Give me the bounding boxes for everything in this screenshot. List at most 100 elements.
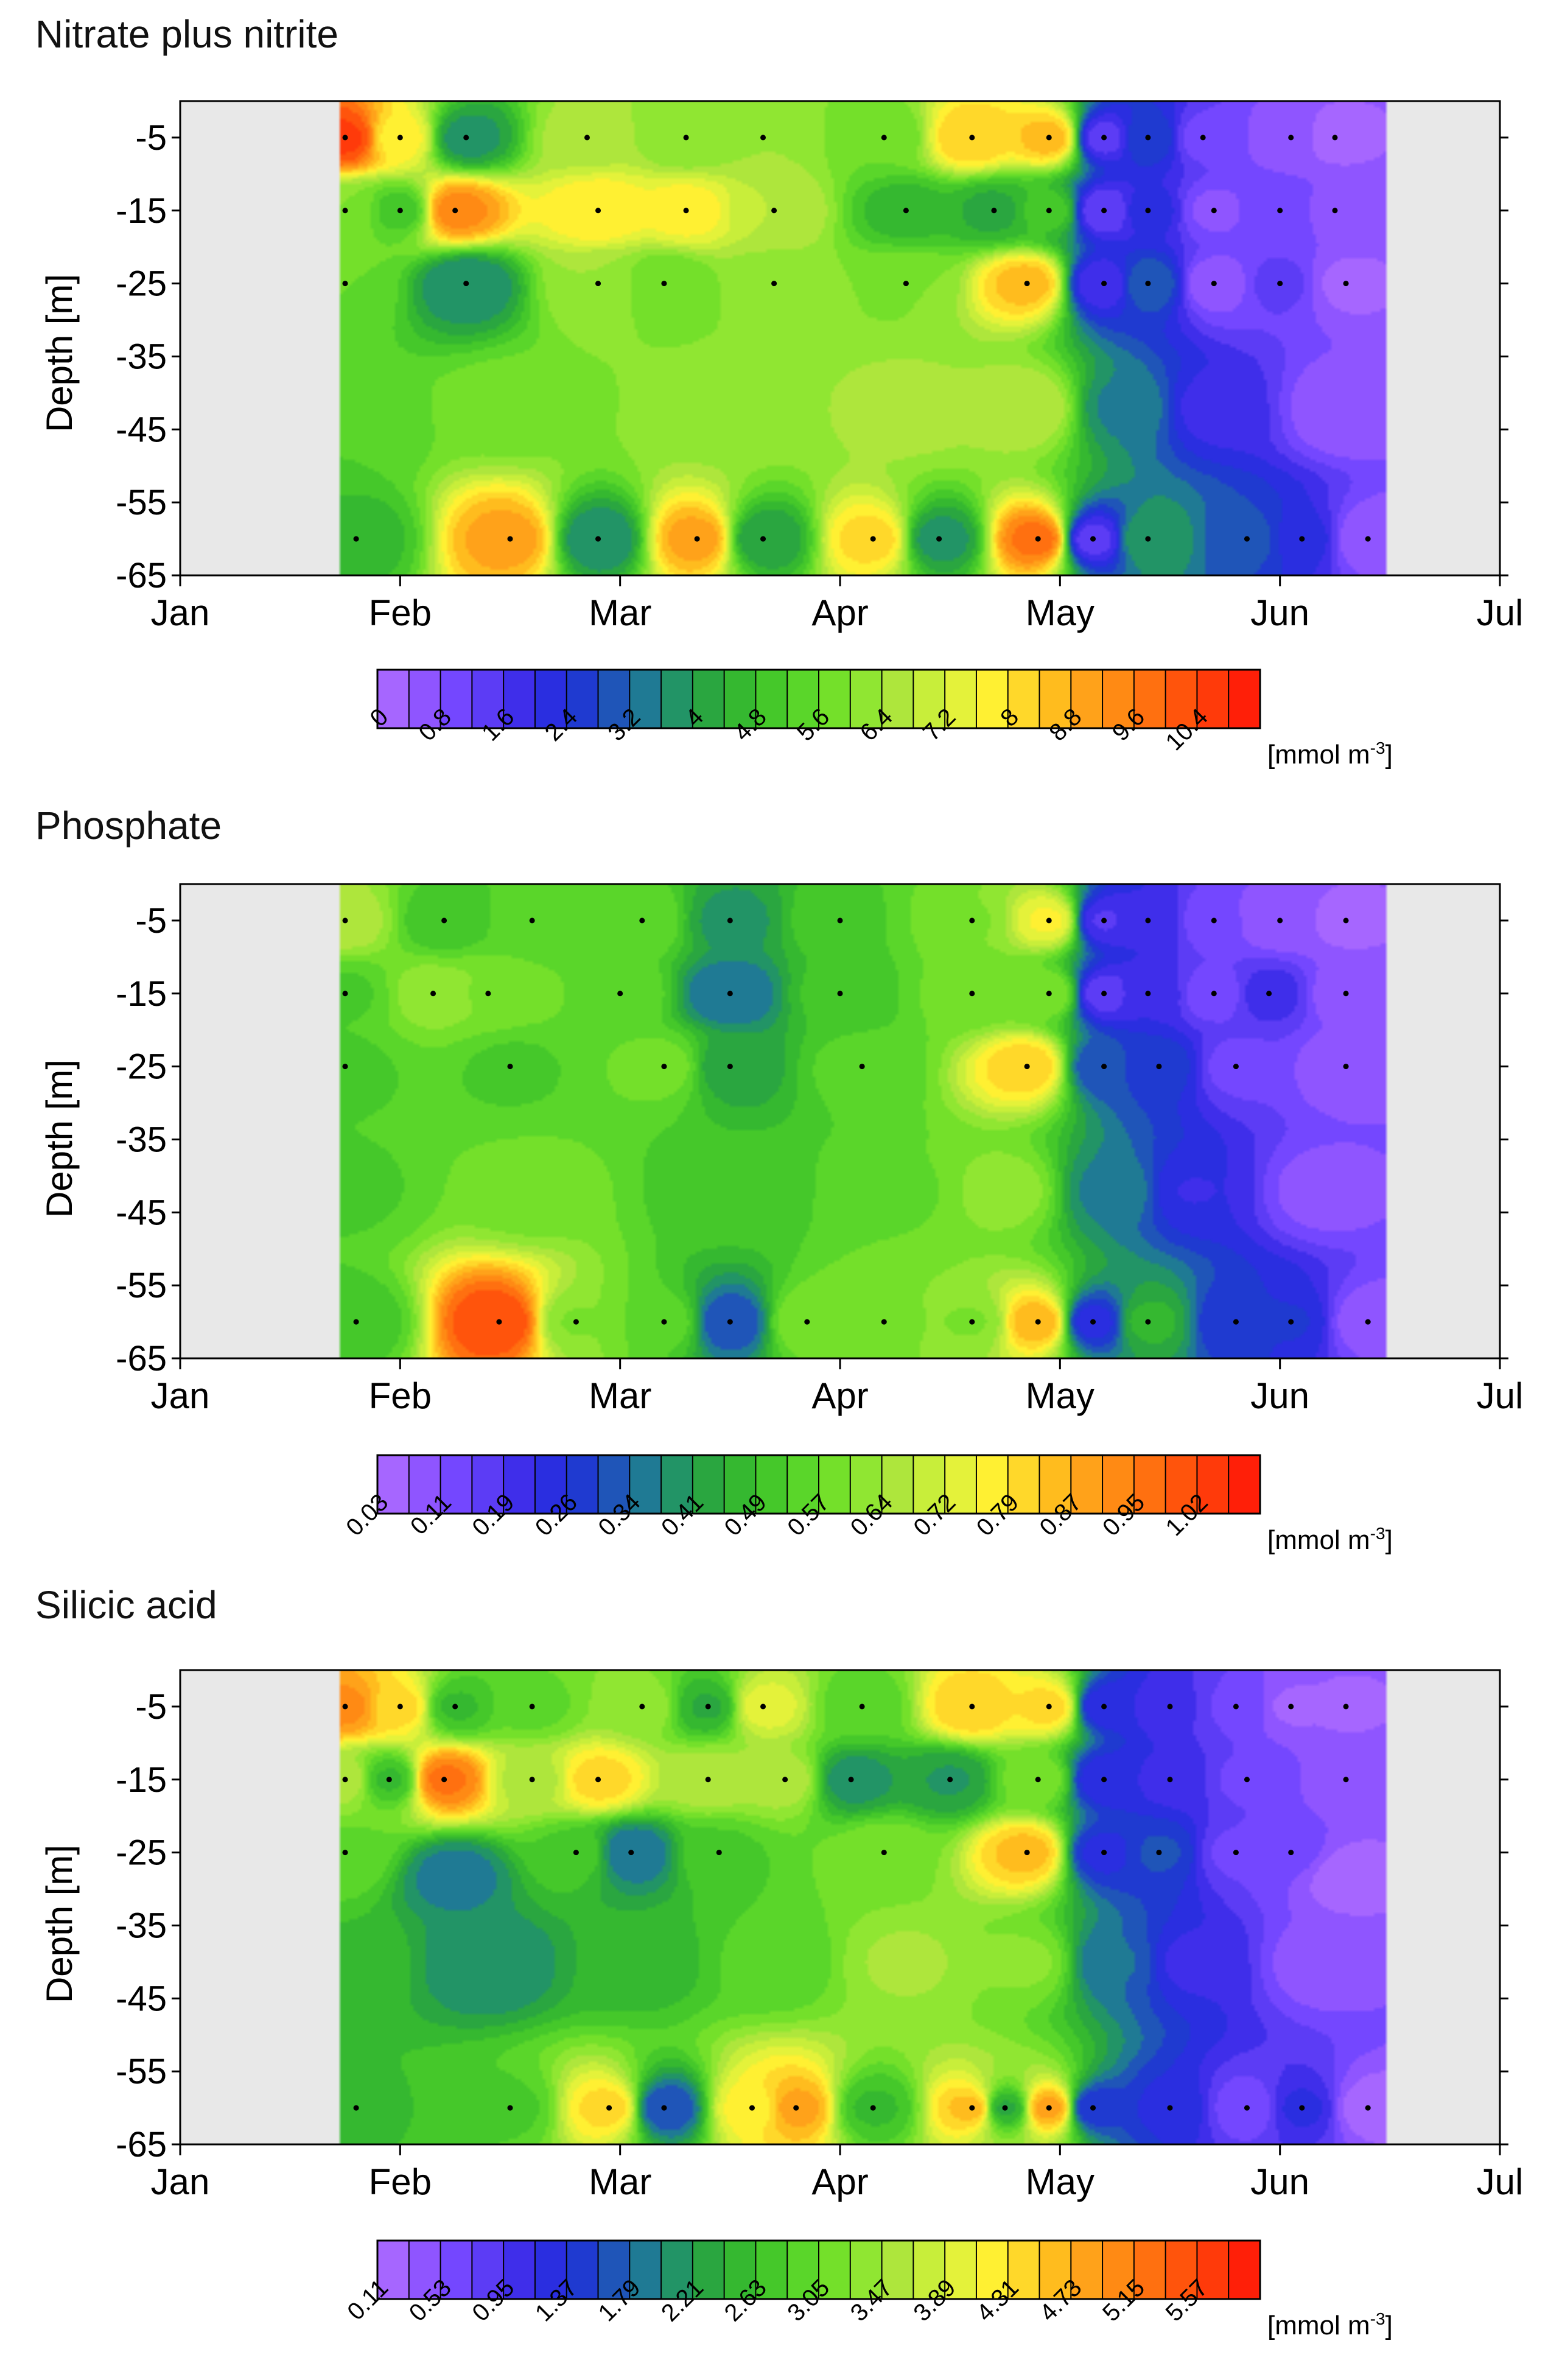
sample-point [969, 135, 975, 141]
sample-point [1035, 1777, 1041, 1783]
sample-point [595, 281, 601, 287]
colorbar-frame [376, 2239, 1261, 2300]
sample-point [1145, 918, 1151, 924]
sample-point [903, 208, 909, 214]
sample-point [1046, 918, 1052, 924]
sample-point [1211, 281, 1217, 287]
sample-point [1365, 2105, 1371, 2111]
colorbar-swatch [787, 1455, 819, 1514]
sample-point [1145, 281, 1151, 287]
sample-point [1156, 1850, 1162, 1856]
x-tick-label: Jun [1250, 1375, 1309, 1416]
colorbar-swatch [976, 1455, 1009, 1514]
sample-point [496, 1319, 502, 1325]
y-axis-label: Depth [m] [39, 1845, 80, 2003]
panel-title: Silicic acid [35, 1583, 217, 1627]
colorbar-swatch [1165, 2241, 1197, 2299]
sample-point [342, 1064, 348, 1070]
colorbar-swatch [408, 2241, 441, 2299]
sample-point [1101, 1850, 1107, 1856]
sample-point [1211, 208, 1217, 214]
sample-point [1233, 1704, 1239, 1710]
sample-point [485, 991, 491, 997]
sample-point [584, 135, 590, 141]
sample-point [1145, 991, 1151, 997]
plot-area [179, 1669, 1501, 2146]
sample-point [661, 1319, 667, 1325]
x-tick-label: Jul [1477, 592, 1524, 633]
colorbar-swatch [1165, 1455, 1197, 1514]
sample-point [1167, 1704, 1173, 1710]
colorbar-swatch [850, 2241, 883, 2299]
sample-point [441, 918, 447, 924]
sample-point [1024, 281, 1030, 287]
x-axis: Jan Feb Mar Apr May Jun Jul [151, 2144, 1523, 2202]
y-tick-label: -25 [116, 264, 167, 304]
colorbar-swatch [503, 1455, 536, 1514]
colorbar-swatch [1133, 670, 1166, 728]
sample-point [969, 991, 975, 997]
colorbar: 0.11 0.53 0.95 1.37 1.79 2.21 2.63 3.05 3.47 3.89… [342, 2239, 1393, 2340]
sample-point [1299, 536, 1305, 542]
sample-point [1343, 1777, 1349, 1783]
colorbar-swatch [1071, 2241, 1103, 2299]
colorbar-swatch [1197, 1455, 1229, 1514]
colorbar-swatch [881, 1455, 914, 1514]
sample-point [1090, 2105, 1096, 2111]
colorbar-swatch [724, 670, 756, 728]
colorbar: 0.03 0.11 0.19 0.26 0.34 0.41 0.49 0.57 0.64 0.72… [341, 1454, 1393, 1555]
y-tick-label: -65 [116, 556, 167, 595]
sample-point [595, 208, 601, 214]
panel-phosphate: Phosphate Depth [m] -5 -15 -25 -35 -45 -55 -65… [35, 804, 1523, 1555]
colorbar-swatch [661, 1455, 693, 1514]
sample-point [870, 2105, 876, 2111]
sample-point [441, 1777, 447, 1783]
sample-point [705, 1777, 711, 1783]
sample-point [804, 1319, 810, 1325]
colorbar-swatch [598, 2241, 630, 2299]
colorbar-frame [376, 1454, 1261, 1515]
sample-point [1035, 1319, 1041, 1325]
sample-point [683, 135, 689, 141]
sample-point [452, 1704, 458, 1710]
colorbar-swatch [850, 1455, 883, 1514]
y-tick-label: -15 [116, 974, 167, 1014]
colorbar-swatch [1228, 2241, 1261, 2299]
colorbar-swatch [440, 2241, 472, 2299]
sample-point [771, 281, 777, 287]
sample-point [1244, 1777, 1250, 1783]
colorbar-swatch [1007, 2241, 1040, 2299]
sample-point [837, 991, 843, 997]
sample-point [342, 208, 348, 214]
sample-point [1277, 918, 1283, 924]
colorbar-swatch [1102, 1455, 1135, 1514]
colorbar-swatch [534, 670, 567, 728]
sample-point [353, 1319, 359, 1325]
x-tick-label: Apr [811, 2161, 868, 2202]
sample-point [1343, 281, 1349, 287]
colorbar-swatch [755, 670, 788, 728]
colorbar-swatch [472, 670, 504, 728]
colorbar-swatch [629, 1455, 662, 1514]
sample-point [760, 1704, 766, 1710]
sample-point [1211, 918, 1217, 924]
x-tick-label: Jan [151, 2161, 210, 2202]
sample-point [529, 1704, 535, 1710]
sample-point [1167, 2105, 1173, 2111]
colorbar-swatch [692, 1455, 725, 1514]
sample-point [969, 2105, 975, 2111]
sample-point [1233, 1850, 1239, 1856]
sample-point [1365, 536, 1371, 542]
sample-point [1046, 208, 1052, 214]
y-tick-label: -25 [116, 1047, 167, 1087]
sample-point [1024, 1064, 1030, 1070]
sample-point [1244, 536, 1250, 542]
sample-point [1024, 1850, 1030, 1856]
colorbar-swatch [377, 670, 410, 728]
sample-point [1343, 918, 1349, 924]
x-tick-label: Jun [1250, 2161, 1309, 2202]
y-tick-label: -65 [116, 1339, 167, 1378]
sample-point [936, 536, 942, 542]
sample-point [1046, 1704, 1052, 1710]
